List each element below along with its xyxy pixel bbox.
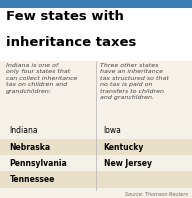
Text: Source: Thomson Reuters: Source: Thomson Reuters (125, 192, 188, 197)
FancyBboxPatch shape (0, 171, 192, 188)
FancyBboxPatch shape (0, 139, 192, 155)
Text: Kentucky: Kentucky (104, 143, 144, 152)
Text: Pennsylvania: Pennsylvania (10, 159, 67, 168)
FancyBboxPatch shape (0, 8, 192, 61)
Text: New Jersey: New Jersey (104, 159, 152, 168)
Text: Iowa: Iowa (104, 126, 122, 135)
Text: Indiana: Indiana (10, 126, 38, 135)
Text: Few states with: Few states with (6, 10, 124, 23)
Text: Tennessee: Tennessee (10, 175, 55, 184)
Text: Nebraska: Nebraska (10, 143, 51, 152)
FancyBboxPatch shape (0, 0, 192, 8)
Text: Three other states
have an inheritance
tax structured so that
no tax is paid on
: Three other states have an inheritance t… (100, 63, 169, 100)
Text: inheritance taxes: inheritance taxes (6, 36, 136, 49)
Text: Indiana is one of
only four states that
can collect inheritance
tax on children : Indiana is one of only four states that … (6, 63, 77, 94)
